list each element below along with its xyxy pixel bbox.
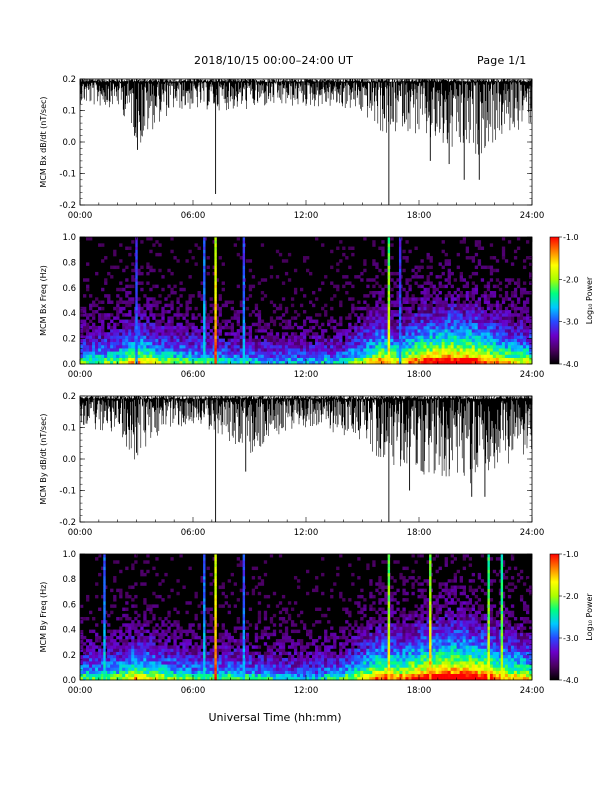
colorbar-tick-label: -3.0: [563, 318, 579, 327]
y-tick-label: 0.2: [62, 75, 76, 85]
x-tick-label: 24:00: [520, 211, 545, 221]
colorbar-tick-label: -4.0: [563, 676, 579, 685]
figure-title: 2018/10/15 00:00–24:00 UT: [194, 54, 354, 67]
colorbar: [549, 553, 560, 681]
colorbar-tick-label: -2.0: [563, 275, 579, 284]
x-tick-label: 24:00: [520, 528, 545, 538]
x-tick-label: 12:00: [294, 528, 319, 538]
colorbar: [549, 236, 560, 365]
x-tick-label: 06:00: [181, 211, 206, 221]
x-tick-label: 06:00: [181, 528, 206, 538]
streak-3: [203, 237, 206, 365]
x-tick-label: 24:00: [520, 370, 545, 380]
panel-4: -1.0 -2.0 -3.0 -4.0 Log₁₀ Power 00:00 06:00 12:…: [39, 550, 594, 696]
streak-1: [214, 237, 217, 365]
x-tick-label: 18:00: [407, 211, 432, 221]
x-tick-label: 00:00: [68, 686, 93, 696]
y-tick-label: 1.0: [62, 550, 76, 560]
x-tick-label: 12:00: [294, 370, 319, 380]
colorbar-tick-label: -1.0: [563, 550, 579, 559]
colorbar-tick-label: -2.0: [563, 592, 579, 601]
y-tick-label: -0.1: [59, 170, 76, 180]
streak-3: [429, 554, 432, 681]
x-tick-label: 12:00: [294, 211, 319, 221]
colorbar-label: Log₁₀ Power: [585, 276, 594, 324]
y-tick-label: 0.1: [62, 107, 76, 117]
y-tick-label: -0.2: [59, 201, 76, 211]
panel-3: 00:00 06:00 12:00 18:00 24:00 -0.2 -0.1 0.0 0.1 0…: [39, 392, 544, 538]
x-tick-label: 18:00: [407, 370, 432, 380]
streak-2: [387, 237, 391, 365]
x-tick-label: 00:00: [68, 528, 93, 538]
x-tick-label: 00:00: [68, 370, 93, 380]
x-tick-label: 06:00: [181, 686, 206, 696]
x-tick-label: 18:00: [407, 686, 432, 696]
colorbar-tick-label: -3.0: [563, 634, 579, 643]
y-tick-label: 0.1: [62, 424, 76, 434]
streak-4: [242, 237, 246, 365]
y-tick-label: 0.4: [62, 626, 76, 636]
y-axis-label: MCM By dB/dt (nT/sec): [39, 413, 48, 504]
x-axis-label: Universal Time (hh:mm): [209, 711, 342, 724]
y-tick-label: 0.2: [62, 392, 76, 402]
y-axis-label: MCM Bx dB/dt (nT/sec): [39, 96, 48, 187]
panel-1: 00:00 06:00 12:00 18:00 24:00 -0.2 -0.1 0.0 0.1 0…: [39, 75, 544, 221]
y-axis-label: MCM Bx Freq (Hz): [39, 265, 48, 336]
streak-5: [135, 237, 138, 365]
streak-7: [203, 554, 206, 681]
y-tick-label: 0.6: [62, 600, 76, 610]
panel-2: -1.0 -2.0 -3.0 -4.0 Log₁₀ Power 00:00 06:00 12:…: [39, 233, 594, 380]
y-tick-label: -0.2: [59, 518, 76, 528]
y-tick-label: 0.4: [62, 309, 76, 319]
y-tick-label: 0.0: [62, 676, 76, 686]
streak-8: [242, 554, 246, 681]
y-tick-label: 0.2: [62, 651, 76, 661]
y-tick-label: 0.8: [62, 258, 76, 268]
x-tick-label: 00:00: [68, 211, 93, 221]
y-tick-label: 0.0: [62, 455, 76, 465]
x-tick-label: 12:00: [294, 686, 319, 696]
streak-6: [398, 237, 402, 365]
y-tick-label: 0.2: [62, 335, 76, 345]
x-tick-label: 06:00: [181, 370, 206, 380]
colorbar-label: Log₁₀ Power: [585, 593, 594, 641]
y-tick-label: 1.0: [62, 233, 76, 243]
y-tick-label: 0.6: [62, 284, 76, 294]
colorbar-tick-label: -4.0: [563, 360, 579, 369]
y-tick-label: -0.1: [59, 487, 76, 497]
streak-6: [103, 554, 106, 681]
streak-5: [500, 554, 504, 681]
streak-4: [487, 554, 490, 681]
y-tick-label: 0.8: [62, 575, 76, 585]
streak-2: [387, 554, 391, 681]
spectrogram-cells: [80, 554, 533, 681]
x-tick-label: 18:00: [407, 528, 432, 538]
colorbar-tick-label: -1.0: [563, 233, 579, 242]
y-axis-label: MCM By Freq (Hz): [39, 582, 48, 653]
page-number: Page 1/1: [477, 54, 527, 67]
y-tick-label: 0.0: [62, 138, 76, 148]
x-tick-label: 24:00: [520, 686, 545, 696]
y-tick-label: 0.0: [62, 360, 76, 370]
streak-1: [214, 554, 217, 681]
data-trace: [79, 396, 533, 484]
